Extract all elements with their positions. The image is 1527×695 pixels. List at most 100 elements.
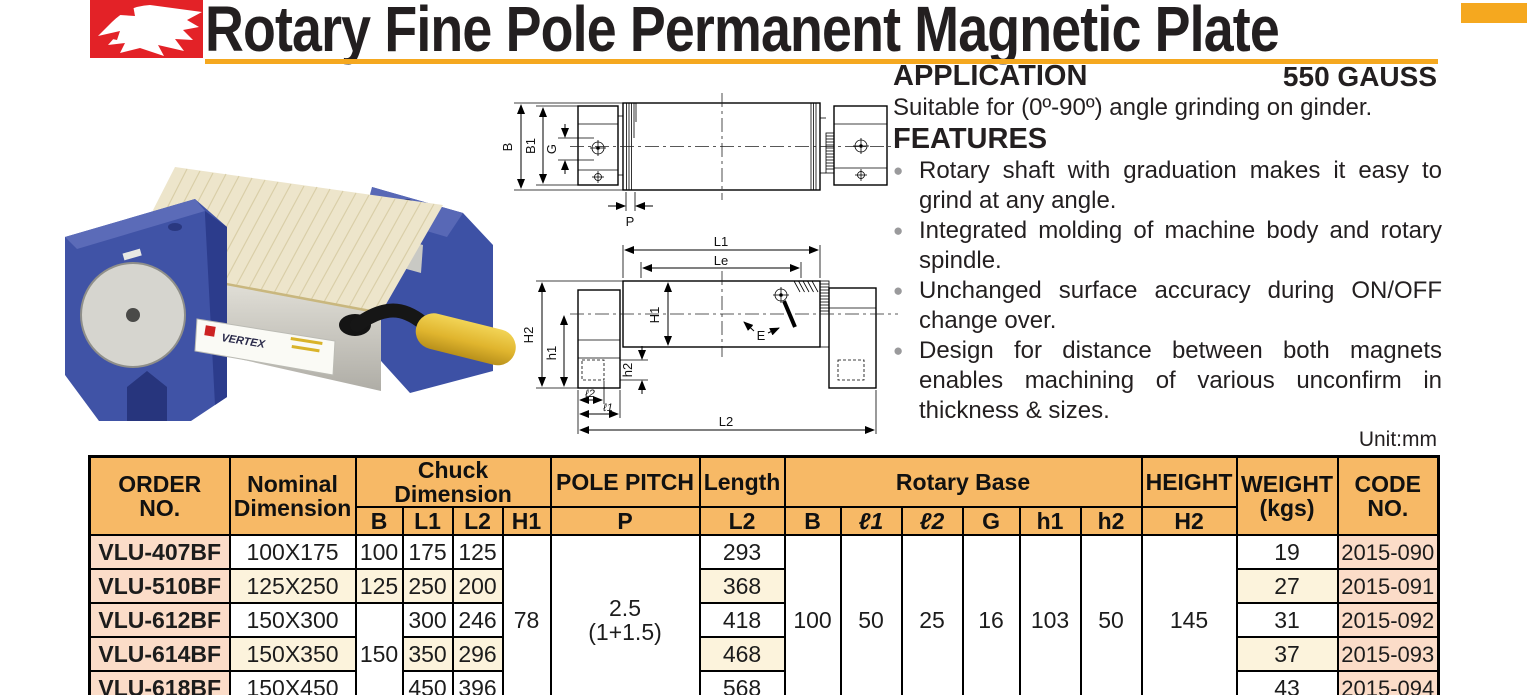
feature-item: ● Integrated molding of machine body and … <box>893 216 1442 276</box>
front-view: L1 Le <box>521 234 898 434</box>
features-list: ● Rotary shaft with graduation makes it e… <box>893 156 1442 426</box>
table-cell: 125 <box>354 568 404 605</box>
column-group-header: CODE NO. <box>1336 455 1440 537</box>
feature-text: Design for distance between both magnets… <box>919 337 1442 424</box>
order-no-cell: VLU-612BF <box>88 602 231 639</box>
column-subheader: L2 <box>451 506 504 537</box>
code-no-cell: 2015-094 <box>1336 670 1440 695</box>
column-subheader: H2 <box>1140 506 1238 537</box>
column-group-header: Length <box>698 455 786 509</box>
product-photo: VERTEX <box>55 75 535 450</box>
table-cell: 100 <box>354 534 404 571</box>
column-group-header: HEIGHT <box>1140 455 1238 509</box>
feature-item: ● Unchanged surface accuracy during ON/OF… <box>893 276 1442 336</box>
order-no-cell: VLU-407BF <box>88 534 231 571</box>
dim-label-b1: B1 <box>523 138 538 154</box>
gauss-rating: 550 GAUSS <box>1282 61 1437 92</box>
table-cell: 300 <box>401 602 454 639</box>
table-cell: 25 <box>900 534 964 695</box>
column-group-header: Nominal Dimension <box>228 455 357 537</box>
table-cell: 103 <box>1018 534 1082 695</box>
features-heading: FEATURES <box>893 123 1048 155</box>
column-group-header: ORDER NO. <box>88 455 231 537</box>
feature-item: ● Design for distance between both magnet… <box>893 336 1442 426</box>
corner-tab <box>1461 3 1527 23</box>
left-support <box>65 199 227 421</box>
spec-table: ORDER NO. Nominal Dimension Chuck Dimensio… <box>88 455 1441 695</box>
dim-label-b: B <box>500 143 515 152</box>
table-cell: 246 <box>451 602 504 639</box>
table-row: VLU-618BF 150X450 450 396 568 43 2015-094 <box>88 670 1440 695</box>
column-subheader: ℓ2 <box>900 506 964 537</box>
feature-item: ● Rotary shaft with graduation makes it e… <box>893 156 1442 216</box>
handle <box>339 303 516 366</box>
feature-text: Rotary shaft with graduation makes it ea… <box>919 157 1442 214</box>
dim-label-l2-script: ℓ2 <box>584 388 595 400</box>
table-cell: 150 <box>354 602 404 695</box>
table-cell: 568 <box>698 670 786 695</box>
dim-label-l1: L1 <box>714 234 728 249</box>
table-cell: 450 <box>401 670 454 695</box>
table-cell: 250 <box>401 568 454 605</box>
table-cell: 31 <box>1235 602 1339 639</box>
unit-note: Unit:mm <box>1358 428 1437 451</box>
column-subheader: ℓ1 <box>839 506 903 537</box>
dim-label-e: E <box>757 328 766 343</box>
table-cell: 418 <box>698 602 786 639</box>
table-cell: 200 <box>451 568 504 605</box>
dim-label-h2-step: h2 <box>620 363 635 377</box>
table-cell: 2.5 (1+1.5) <box>549 534 701 695</box>
dim-label-l2-total: L2 <box>719 414 733 429</box>
table-cell: 468 <box>698 636 786 673</box>
table-cell: 293 <box>698 534 786 571</box>
code-no-cell: 2015-093 <box>1336 636 1440 673</box>
technical-drawing: B B1 G <box>498 78 905 452</box>
table-row: VLU-407BF 100X175 100 175 125 78 2.5 (1+1.5) 29… <box>88 534 1440 695</box>
table-row: VLU-510BF 125X250 125 250 200 368 27 2015-091 <box>88 568 1440 605</box>
page-title: Rotary Fine Pole Permanent Magnetic Plat… <box>205 0 1280 65</box>
table-cell: 125X250 <box>228 568 357 605</box>
title-underline <box>205 59 1438 64</box>
code-no-cell: 2015-092 <box>1336 602 1440 639</box>
column-subheader: L1 <box>401 506 454 537</box>
table-cell: 150X300 <box>228 602 357 639</box>
bullet-icon: ● <box>893 221 904 240</box>
table-cell: 37 <box>1235 636 1339 673</box>
code-no-cell: 2015-090 <box>1336 534 1440 571</box>
column-subheader: P <box>549 506 701 537</box>
table-cell: 78 <box>501 534 552 695</box>
dim-label-h2-total: H2 <box>521 327 536 344</box>
column-subheader: B <box>783 506 842 537</box>
table-cell: 27 <box>1235 568 1339 605</box>
order-no-cell: VLU-614BF <box>88 636 231 673</box>
column-group-header: WEIGHT (kgs) <box>1235 455 1339 537</box>
table-cell: 43 <box>1235 670 1339 695</box>
column-subheader: h2 <box>1079 506 1143 537</box>
table-cell: 296 <box>451 636 504 673</box>
table-cell: 150X350 <box>228 636 357 673</box>
column-subheader: h1 <box>1018 506 1082 537</box>
table-cell: 125 <box>451 534 504 571</box>
application-heading: APPLICATION <box>893 60 1088 92</box>
order-no-cell: VLU-618BF <box>88 670 231 695</box>
column-subheader: B <box>354 506 404 537</box>
table-cell: 100 <box>783 534 842 695</box>
table-cell: 396 <box>451 670 504 695</box>
order-no-cell: VLU-510BF <box>88 568 231 605</box>
brand-label: VERTEX <box>194 318 336 376</box>
dim-label-p: P <box>626 214 635 229</box>
table-cell: 145 <box>1140 534 1238 695</box>
column-group-header: Rotary Base <box>783 455 1143 509</box>
table-row: VLU-614BF 150X350 350 296 468 37 2015-093 <box>88 636 1440 673</box>
feature-text: Unchanged surface accuracy during ON/OFF… <box>919 277 1442 334</box>
table-cell: 368 <box>698 568 786 605</box>
table-cell: 100X175 <box>228 534 357 571</box>
dim-label-l1-script: ℓ1 <box>602 402 613 414</box>
table-cell: 19 <box>1235 534 1339 571</box>
dim-label-h1-lower: h1 <box>544 346 559 360</box>
eagle-icon <box>98 5 202 56</box>
table-cell: 150X450 <box>228 670 357 695</box>
table-row: VLU-612BF 150X300 150 300 246 418 31 2015-092 <box>88 602 1440 695</box>
vertex-eagle-logo <box>90 0 203 58</box>
